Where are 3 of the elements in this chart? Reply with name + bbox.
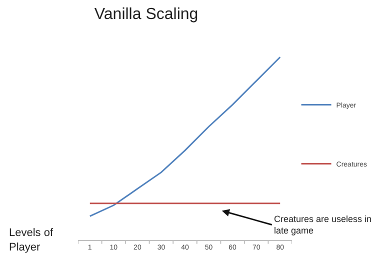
annotation: Creatures are useless in late game — [274, 214, 372, 236]
chart-title: Vanilla Scaling — [94, 6, 198, 24]
x-axis-title: Levels of Player — [9, 227, 54, 254]
